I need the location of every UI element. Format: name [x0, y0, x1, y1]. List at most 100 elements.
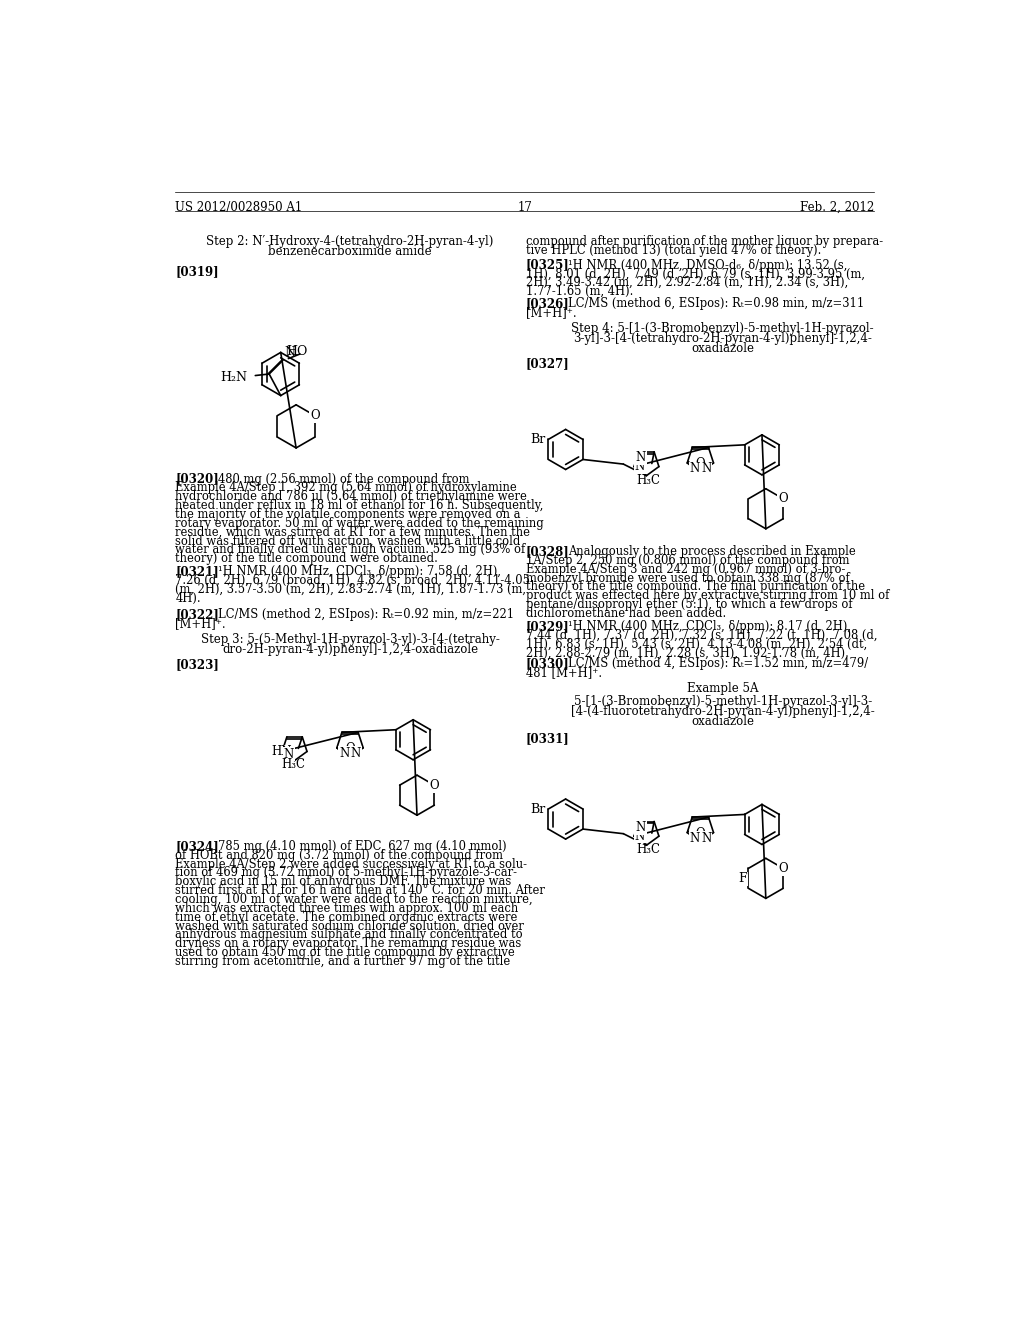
- Text: N: N: [635, 830, 645, 843]
- Text: 480 mg (2.56 mmol) of the compound from: 480 mg (2.56 mmol) of the compound from: [217, 473, 469, 486]
- Text: dichloromethane had been added.: dichloromethane had been added.: [525, 607, 726, 620]
- Text: which was extracted three times with approx. 100 ml each: which was extracted three times with app…: [175, 902, 518, 915]
- Text: [0324]: [0324]: [175, 840, 219, 853]
- Text: cooling, 100 ml of water were added to the reaction mixture,: cooling, 100 ml of water were added to t…: [175, 892, 532, 906]
- Text: time of ethyl acetate. The combined organic extracts were: time of ethyl acetate. The combined orga…: [175, 911, 517, 924]
- Text: O: O: [429, 779, 439, 792]
- Text: Step 2: N′-Hydroxy-4-(tetrahydro-2H-pyran-4-yl): Step 2: N′-Hydroxy-4-(tetrahydro-2H-pyra…: [206, 235, 494, 248]
- Text: N: N: [689, 832, 699, 845]
- Text: pentane/diisopropyl ether (5:1), to which a few drops of: pentane/diisopropyl ether (5:1), to whic…: [525, 598, 852, 611]
- Text: HO: HO: [286, 345, 307, 358]
- Text: [0321]: [0321]: [175, 565, 219, 578]
- Text: the majority of the volatile components were removed on a: the majority of the volatile components …: [175, 508, 521, 521]
- Text: HN: HN: [271, 746, 292, 758]
- Text: N: N: [339, 747, 349, 760]
- Text: Step 3: 5-(5-Methyl-1H-pyrazol-3-yl)-3-[4-(tetrahy-: Step 3: 5-(5-Methyl-1H-pyrazol-3-yl)-3-[…: [201, 632, 500, 645]
- Text: O: O: [345, 742, 355, 755]
- Text: O: O: [310, 409, 319, 422]
- Text: benzenecarboximide amide: benzenecarboximide amide: [268, 246, 432, 259]
- Text: 2H), 3.49-3.42 (m, 2H), 2.92-2.84 (m, 1H), 2.34 (s, 3H),: 2H), 3.49-3.42 (m, 2H), 2.92-2.84 (m, 1H…: [525, 276, 848, 289]
- Text: 481 [M+H]⁺.: 481 [M+H]⁺.: [525, 667, 602, 680]
- Text: ¹H NMR (400 MHz, CDCl₃, δ/ppm): 8.17 (d, 2H),: ¹H NMR (400 MHz, CDCl₃, δ/ppm): 8.17 (d,…: [568, 620, 851, 634]
- Text: Step 4: 5-[1-(3-Bromobenzyl)-5-methyl-1H-pyrazol-: Step 4: 5-[1-(3-Bromobenzyl)-5-methyl-1H…: [571, 322, 874, 335]
- Text: Example 4A/Step 1, 392 mg (5.64 mmol) of hydroxylamine: Example 4A/Step 1, 392 mg (5.64 mmol) of…: [175, 482, 517, 495]
- Text: theory) of the title compound. The final purification of the: theory) of the title compound. The final…: [525, 581, 864, 594]
- Text: [4-(4-fluorotetrahydro-2H-pyran-4-yl)phenyl]-1,2,4-: [4-(4-fluorotetrahydro-2H-pyran-4-yl)phe…: [570, 705, 874, 718]
- Text: O: O: [695, 457, 706, 470]
- Text: hydrochloride and 786 μl (5.64 mmol) of triethylamine were: hydrochloride and 786 μl (5.64 mmol) of …: [175, 490, 527, 503]
- Text: solid was filtered off with suction, washed with a little cold: solid was filtered off with suction, was…: [175, 535, 520, 548]
- Text: N: N: [636, 821, 646, 834]
- Text: [0329]: [0329]: [525, 620, 569, 634]
- Text: Br: Br: [530, 433, 545, 446]
- Text: used to obtain 450 mg of the title compound by extractive: used to obtain 450 mg of the title compo…: [175, 946, 515, 960]
- Text: 5-[1-(3-Bromobenzyl)-5-methyl-1H-pyrazol-3-yl]-3-: 5-[1-(3-Bromobenzyl)-5-methyl-1H-pyrazol…: [573, 696, 871, 708]
- Text: [0328]: [0328]: [525, 545, 569, 558]
- Text: 4H).: 4H).: [175, 591, 201, 605]
- Text: LC/MS (method 2, ESIpos): Rₜ=0.92 min, m/z=221: LC/MS (method 2, ESIpos): Rₜ=0.92 min, m…: [217, 609, 514, 622]
- Text: N: N: [350, 747, 360, 760]
- Text: [M+H]⁺.: [M+H]⁺.: [175, 618, 226, 631]
- Text: (m, 2H), 3.57-3.50 (m, 2H), 2.83-2.74 (m, 1H), 1.87-1.73 (m,: (m, 2H), 3.57-3.50 (m, 2H), 2.83-2.74 (m…: [175, 582, 526, 595]
- Text: LC/MS (method 6, ESIpos): Rₜ=0.98 min, m/z=311: LC/MS (method 6, ESIpos): Rₜ=0.98 min, m…: [568, 297, 864, 310]
- Text: 1H), 8.01 (d, 2H), 7.49 (d, 2H), 6.79 (s, 1H), 3.99-3.95 (m,: 1H), 8.01 (d, 2H), 7.49 (d, 2H), 6.79 (s…: [525, 268, 864, 280]
- Text: O: O: [778, 862, 787, 875]
- Text: N: N: [701, 462, 712, 475]
- Text: N: N: [689, 462, 699, 475]
- Text: Example 4A/Step 2 were added successively at RT to a solu-: Example 4A/Step 2 were added successivel…: [175, 858, 527, 871]
- Text: N: N: [701, 832, 712, 845]
- Text: LC/MS (method 4, ESIpos): Rₜ=1.52 min, m/z=479/: LC/MS (method 4, ESIpos): Rₜ=1.52 min, m…: [568, 657, 868, 671]
- Text: F: F: [738, 873, 746, 886]
- Text: stirred first at RT for 16 h and then at 140° C. for 20 min. After: stirred first at RT for 16 h and then at…: [175, 884, 545, 898]
- Text: dryness on a rotary evaporator. The remaining residue was: dryness on a rotary evaporator. The rema…: [175, 937, 521, 950]
- Text: 7.44 (d, 1H), 7.37 (d, 2H), 7.32 (s, 1H), 7.22 (t, 1H), 7.08 (d,: 7.44 (d, 1H), 7.37 (d, 2H), 7.32 (s, 1H)…: [525, 630, 878, 643]
- Text: N: N: [284, 747, 294, 760]
- Text: tive HPLC (method 13) (total yield 47% of theory).: tive HPLC (method 13) (total yield 47% o…: [525, 244, 821, 257]
- Text: dro-2H-pyran-4-yl)phenyl]-1,2,4-oxadiazole: dro-2H-pyran-4-yl)phenyl]-1,2,4-oxadiazo…: [222, 643, 478, 656]
- Text: tion of 469 mg (3.72 mmol) of 5-methyl-1H-pyrazole-3-car-: tion of 469 mg (3.72 mmol) of 5-methyl-1…: [175, 866, 517, 879]
- Text: heated under reflux in 18 ml of ethanol for 16 h. Subsequently,: heated under reflux in 18 ml of ethanol …: [175, 499, 544, 512]
- Text: 1H), 6.83 (s, 1H), 5.43 (s, 2H), 4.13-4.08 (m, 2H), 2.54 (dt,: 1H), 6.83 (s, 1H), 5.43 (s, 2H), 4.13-4.…: [525, 638, 867, 651]
- Text: [0322]: [0322]: [175, 609, 219, 622]
- Text: washed with saturated sodium chloride solution, dried over: washed with saturated sodium chloride so…: [175, 920, 524, 932]
- Text: 2H), 2.88-2.79 (m, 1H), 2.28 (s, 3H), 1.92-1.78 (m, 4H).: 2H), 2.88-2.79 (m, 1H), 2.28 (s, 3H), 1.…: [525, 647, 849, 660]
- Text: ¹H NMR (400 MHz, DMSO-d₆, δ/ppm): 13.52 (s,: ¹H NMR (400 MHz, DMSO-d₆, δ/ppm): 13.52 …: [568, 259, 847, 272]
- Text: Example 5A: Example 5A: [687, 682, 759, 696]
- Text: H₃C: H₃C: [636, 843, 660, 857]
- Text: 1A/Step 2, 250 mg (0.806 mmol) of the compound from: 1A/Step 2, 250 mg (0.806 mmol) of the co…: [525, 554, 849, 566]
- Text: [0326]: [0326]: [525, 297, 569, 310]
- Text: US 2012/0028950 A1: US 2012/0028950 A1: [175, 201, 302, 214]
- Text: Example 4A/Step 3 and 242 mg (0.967 mmol) of 3-bro-: Example 4A/Step 3 and 242 mg (0.967 mmol…: [525, 562, 845, 576]
- Text: Feb. 2, 2012: Feb. 2, 2012: [800, 201, 874, 214]
- Text: water and finally dried under high vacuum. 525 mg (93% of: water and finally dried under high vacuu…: [175, 544, 525, 557]
- Text: ¹H NMR (400 MHz, CDCl₃, δ/ppm): 7.58 (d, 2H),: ¹H NMR (400 MHz, CDCl₃, δ/ppm): 7.58 (d,…: [217, 565, 501, 578]
- Text: H₃C: H₃C: [636, 474, 660, 487]
- Text: O: O: [778, 492, 787, 506]
- Text: residue, which was stirred at RT for a few minutes. Then the: residue, which was stirred at RT for a f…: [175, 525, 530, 539]
- Text: stirring from acetonitrile, and a further 97 mg of the title: stirring from acetonitrile, and a furthe…: [175, 954, 511, 968]
- Text: 7.26 (d, 2H), 6.79 (broad, 1H), 4.82 (s, broad, 2H), 4.11-4.05: 7.26 (d, 2H), 6.79 (broad, 1H), 4.82 (s,…: [175, 574, 530, 587]
- Text: theory) of the title compound were obtained.: theory) of the title compound were obtai…: [175, 552, 438, 565]
- Text: [0327]: [0327]: [525, 358, 569, 370]
- Text: 17: 17: [517, 201, 532, 214]
- Text: N: N: [285, 346, 296, 359]
- Text: 1.77-1.65 (m, 4H).: 1.77-1.65 (m, 4H).: [525, 285, 633, 298]
- Text: Br: Br: [530, 803, 545, 816]
- Text: Analogously to the process described in Example: Analogously to the process described in …: [568, 545, 856, 558]
- Text: mobenzyl bromide were used to obtain 338 mg (87% of: mobenzyl bromide were used to obtain 338…: [525, 572, 849, 585]
- Text: compound after purification of the mother liquor by prepara-: compound after purification of the mothe…: [525, 235, 883, 248]
- Text: oxadiazole: oxadiazole: [691, 342, 755, 355]
- Text: H₃C: H₃C: [281, 759, 305, 771]
- Text: [0325]: [0325]: [525, 259, 569, 272]
- Text: [M+H]⁺.: [M+H]⁺.: [525, 306, 577, 319]
- Text: oxadiazole: oxadiazole: [691, 715, 755, 729]
- Text: [0331]: [0331]: [525, 733, 569, 744]
- Text: 3-yl]-3-[4-(tetrahydro-2H-pyran-4-yl)phenyl]-1,2,4-: 3-yl]-3-[4-(tetrahydro-2H-pyran-4-yl)phe…: [573, 331, 872, 345]
- Text: [0319]: [0319]: [175, 264, 219, 277]
- Text: boxylic acid in 15 ml of anhydrous DMF. The mixture was: boxylic acid in 15 ml of anhydrous DMF. …: [175, 875, 511, 888]
- Text: H₂N: H₂N: [220, 371, 248, 384]
- Text: [0320]: [0320]: [175, 473, 219, 486]
- Text: [0323]: [0323]: [175, 659, 219, 671]
- Text: of HOBt and 820 mg (3.72 mmol) of the compound from: of HOBt and 820 mg (3.72 mmol) of the co…: [175, 849, 503, 862]
- Text: 785 mg (4.10 mmol) of EDC, 627 mg (4.10 mmol): 785 mg (4.10 mmol) of EDC, 627 mg (4.10 …: [217, 840, 506, 853]
